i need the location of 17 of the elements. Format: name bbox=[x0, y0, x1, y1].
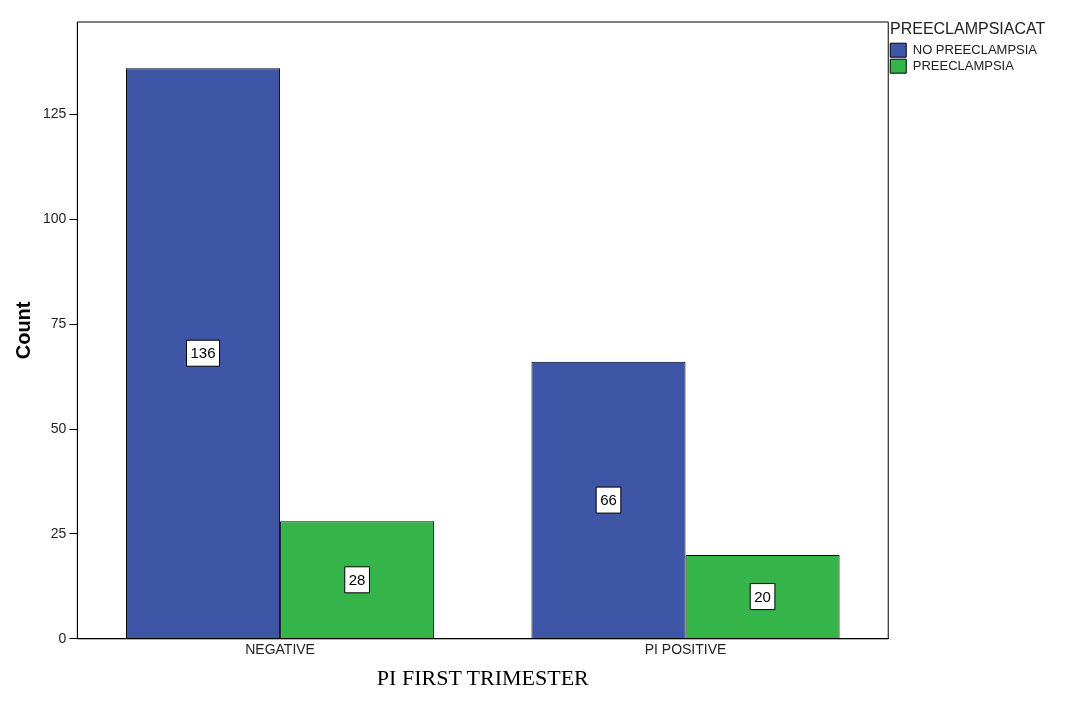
data-label: 136 bbox=[190, 344, 216, 362]
x-axis-title: PI FIRST TRIMESTER bbox=[376, 664, 590, 690]
data-label: 66 bbox=[600, 491, 617, 509]
legend-label: PREECLAMPSIA bbox=[912, 57, 1015, 73]
y-tick-label: 75 bbox=[50, 314, 67, 331]
y-tick-label: 50 bbox=[50, 419, 67, 436]
data-label: 28 bbox=[348, 570, 366, 588]
y-tick-label: 100 bbox=[43, 210, 67, 227]
data-label: 20 bbox=[754, 587, 771, 605]
x-tick-label: PI POSITIVE bbox=[644, 641, 727, 658]
y-tick-label: 25 bbox=[50, 524, 67, 541]
legend-label: NO PREECLAMPSIA bbox=[912, 41, 1038, 57]
y-tick-label: 125 bbox=[43, 105, 67, 122]
legend-title: PREECLAMPSIACAT bbox=[889, 20, 1046, 38]
x-tick-label: NEGATIVE bbox=[245, 641, 315, 658]
y-tick-label: 0 bbox=[58, 629, 67, 646]
y-axis-title: Count bbox=[11, 301, 34, 360]
